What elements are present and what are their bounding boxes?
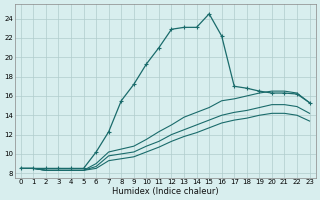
X-axis label: Humidex (Indice chaleur): Humidex (Indice chaleur) bbox=[112, 187, 219, 196]
